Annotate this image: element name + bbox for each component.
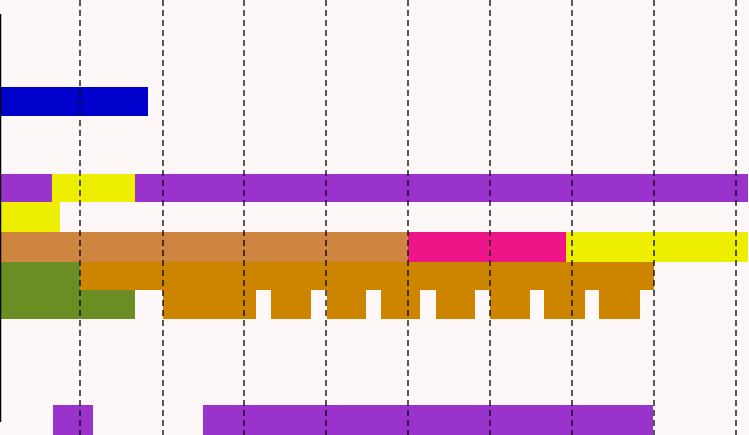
bar-row-5-8: [0, 262, 80, 290]
bar-row-6-10: [0, 290, 135, 319]
bar-row-2-3: [135, 174, 748, 202]
bar-row-6-18: [599, 290, 640, 319]
bar-row-6-14: [381, 290, 420, 319]
bar-row-2-2: [52, 174, 135, 202]
bar-row-6-12: [271, 290, 311, 319]
bar-row-2-1: [0, 174, 52, 202]
bar-row-4-6: [408, 232, 566, 262]
bar-row-6-16: [490, 290, 530, 319]
bar-row-6-13: [327, 290, 366, 319]
bar-row-3-4: [0, 202, 60, 232]
bar-row-1-0: [0, 87, 148, 116]
bar-row-4-5: [0, 232, 408, 262]
bar-row-6-11: [163, 290, 256, 319]
bars-layer: [0, 87, 748, 435]
bar-row-6-17: [544, 290, 585, 319]
bar-row-6-15: [436, 290, 475, 319]
bar-row-7-20: [203, 405, 653, 435]
bar-row-4-7: [566, 232, 748, 262]
bar-row-7-19: [53, 405, 93, 435]
bar-row-5-9: [80, 262, 654, 290]
grid-layer: [79, 0, 737, 435]
